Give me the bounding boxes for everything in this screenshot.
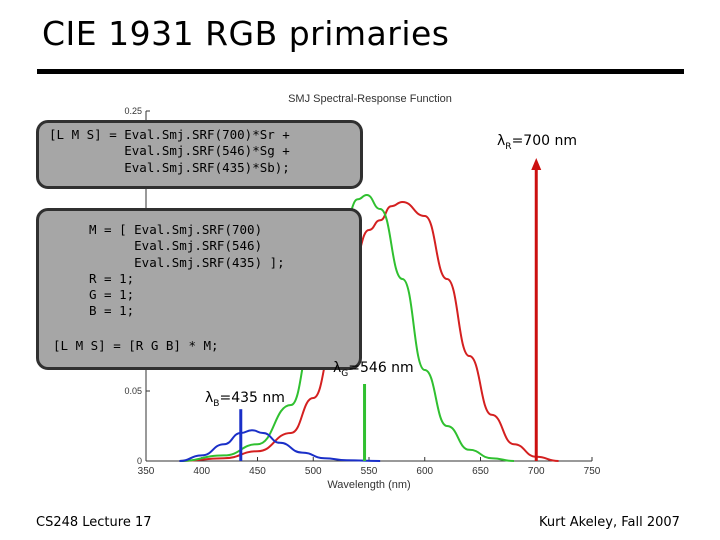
y-tick-label: 0 <box>137 456 142 466</box>
code-spacer <box>53 320 359 338</box>
slide-title: CIE 1931 RGB primaries <box>42 14 450 53</box>
x-tick-label: 350 <box>138 466 155 477</box>
y-tick-label: 0.05 <box>124 386 142 396</box>
code-line: [L M S] = [R G B] * M; <box>53 337 219 353</box>
series-group <box>179 193 559 462</box>
primary-arrowhead <box>531 158 542 170</box>
primary-lines-group <box>239 158 542 461</box>
code-line: R = 1; <box>89 270 135 286</box>
x-tick-label: 600 <box>416 466 433 477</box>
code-line: Eval.Smj.SRF(435)*Sb); <box>49 159 290 175</box>
code-line: G = 1; <box>89 287 135 303</box>
footer-lecture: CS248 Lecture 17 <box>36 515 152 530</box>
chart-title: SMJ Spectral-Response Function <box>288 93 452 105</box>
label-green-primary: λG=546 nm <box>333 360 414 379</box>
code-line: M = [ Eval.Smj.SRF(700) <box>89 222 263 237</box>
title-underline <box>37 69 684 74</box>
x-axis-label: Wavelength (nm) <box>327 479 410 491</box>
series-line-0 <box>179 200 559 462</box>
label-blue-primary: λB=435 nm <box>205 390 285 409</box>
x-tick-label: 650 <box>472 466 489 477</box>
code-line: Eval.Smj.SRF(546)*Sg + <box>49 143 290 159</box>
series-line-1 <box>179 193 514 462</box>
x-tick-label: 750 <box>584 466 601 477</box>
y-tick-label: 0.25 <box>124 106 142 116</box>
x-tick-label: 500 <box>305 466 322 477</box>
code-line: [L M S] = Eval.Smj.SRF(700)*Sr + <box>49 127 290 142</box>
footer-author: Kurt Akeley, Fall 2007 <box>539 515 680 530</box>
code-line: Eval.Smj.SRF(546) <box>89 238 263 254</box>
code-box-matrix: M = [ Eval.Smj.SRF(700) Eval.Smj.SRF(546… <box>36 208 362 370</box>
code-line: Eval.Smj.SRF(435) ]; <box>89 254 285 270</box>
x-tick-label: 450 <box>249 466 266 477</box>
code-box-lms-sum: [L M S] = Eval.Smj.SRF(700)*Sr + Eval.Sm… <box>36 120 363 189</box>
x-tick-label: 550 <box>361 466 378 477</box>
x-tick-label: 700 <box>528 466 545 477</box>
label-red-primary: λR=700 nm <box>497 133 577 152</box>
x-tick-label: 400 <box>193 466 210 477</box>
code-line: B = 1; <box>89 303 135 319</box>
series-line-2 <box>179 429 381 462</box>
